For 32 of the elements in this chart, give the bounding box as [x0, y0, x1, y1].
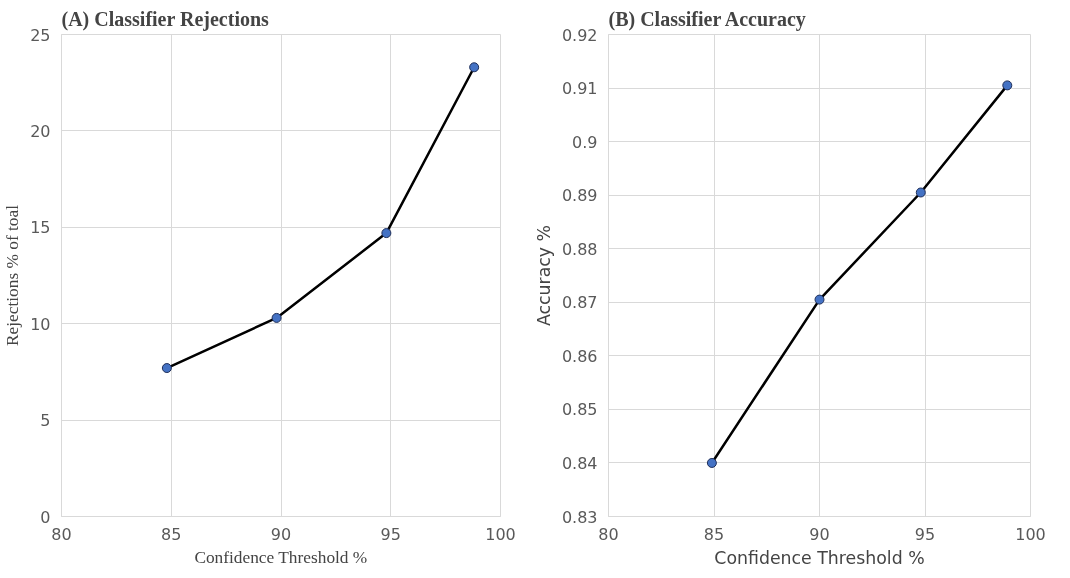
y-tick-label: 0.85	[561, 400, 598, 420]
x-tick-label: 85	[161, 524, 182, 544]
y-tick-label: 0.89	[561, 186, 598, 206]
y-tick-label: 10	[30, 314, 51, 334]
y-tick-label: 5	[40, 411, 51, 431]
x-axis-title: Confidence Threshold %	[194, 547, 368, 567]
y-tick-label: 0.87	[561, 293, 598, 313]
y-tick-label: 0.84	[561, 453, 598, 473]
y-axis-title: Rejections % of toal	[3, 204, 23, 346]
x-tick-label: 100	[1015, 524, 1046, 544]
x-tick-label: 95	[380, 524, 401, 544]
x-tick-label: 90	[270, 524, 292, 544]
y-tick-label: 15	[30, 218, 51, 238]
x-tick-label: 95	[914, 524, 936, 544]
y-tick-label: 25	[30, 25, 51, 45]
x-axis-title: Confidence Threshold %	[714, 547, 925, 568]
y-tick-label: 0.88	[561, 239, 598, 259]
y-tick-label: 20	[30, 121, 51, 141]
y-tick-label: 0.92	[561, 25, 598, 45]
y-axis-title: Accuracy %	[533, 224, 554, 327]
x-tick-label: 80	[51, 524, 72, 544]
y-tick-label: 0.83	[561, 507, 598, 527]
x-tick-label: 80	[598, 524, 619, 544]
y-tick-label: 0	[40, 507, 51, 527]
x-tick-label: 100	[485, 524, 516, 544]
y-tick-label: 0.86	[561, 346, 598, 366]
y-tick-label: 0.9	[572, 132, 598, 152]
chart-title: (A) Classifier Rejections	[61, 7, 270, 31]
chart-title: (B) Classifier Accuracy	[608, 7, 806, 31]
x-tick-label: 90	[809, 524, 830, 544]
y-tick-label: 0.91	[561, 79, 598, 99]
x-tick-label: 85	[703, 524, 725, 544]
